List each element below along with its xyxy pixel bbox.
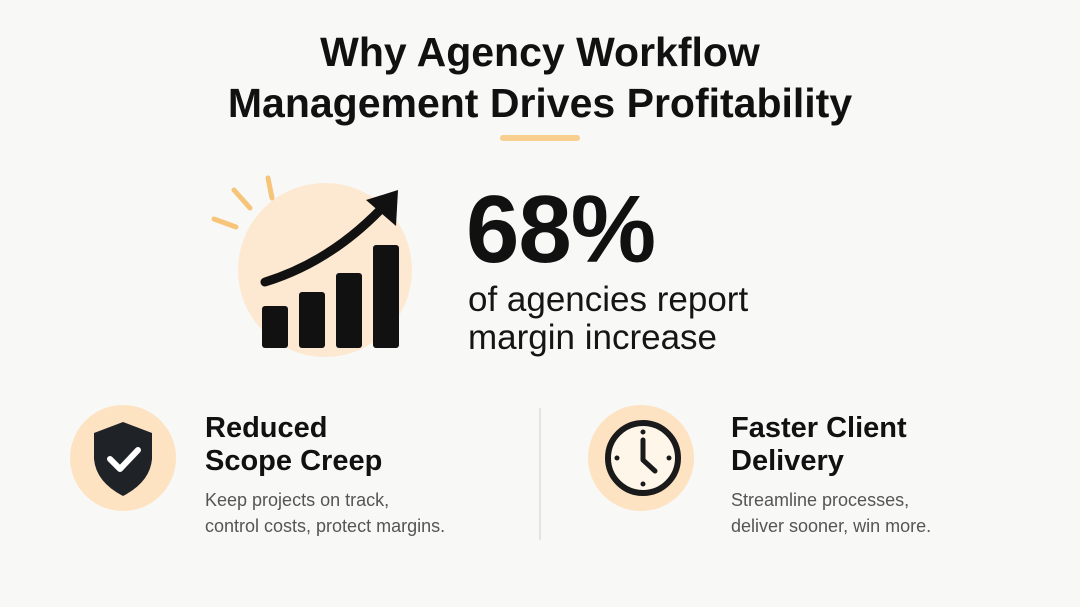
feature-title: Reduced (205, 412, 328, 444)
sparkle (211, 175, 275, 230)
feature-description: Keep projects on track, (205, 490, 390, 510)
shield-icon (94, 422, 152, 496)
title-underline (500, 135, 580, 141)
clock-icon (605, 420, 681, 496)
feature-title: Delivery (731, 445, 844, 477)
stat-caption: of agencies report (468, 280, 749, 319)
stat-caption: margin increase (468, 318, 717, 357)
feature-description: Streamline processes, (731, 490, 910, 510)
title: Why Agency Workflow (320, 29, 760, 75)
growth-chart-icon (260, 190, 399, 348)
feature-title: Faster Client (731, 412, 907, 444)
feature-description: control costs, protect margins. (205, 516, 446, 536)
feature-title: Scope Creep (205, 445, 383, 477)
feature-description: deliver sooner, win more. (731, 516, 932, 536)
title: Management Drives Profitability (227, 80, 853, 126)
stat-value: 68% (466, 176, 656, 283)
